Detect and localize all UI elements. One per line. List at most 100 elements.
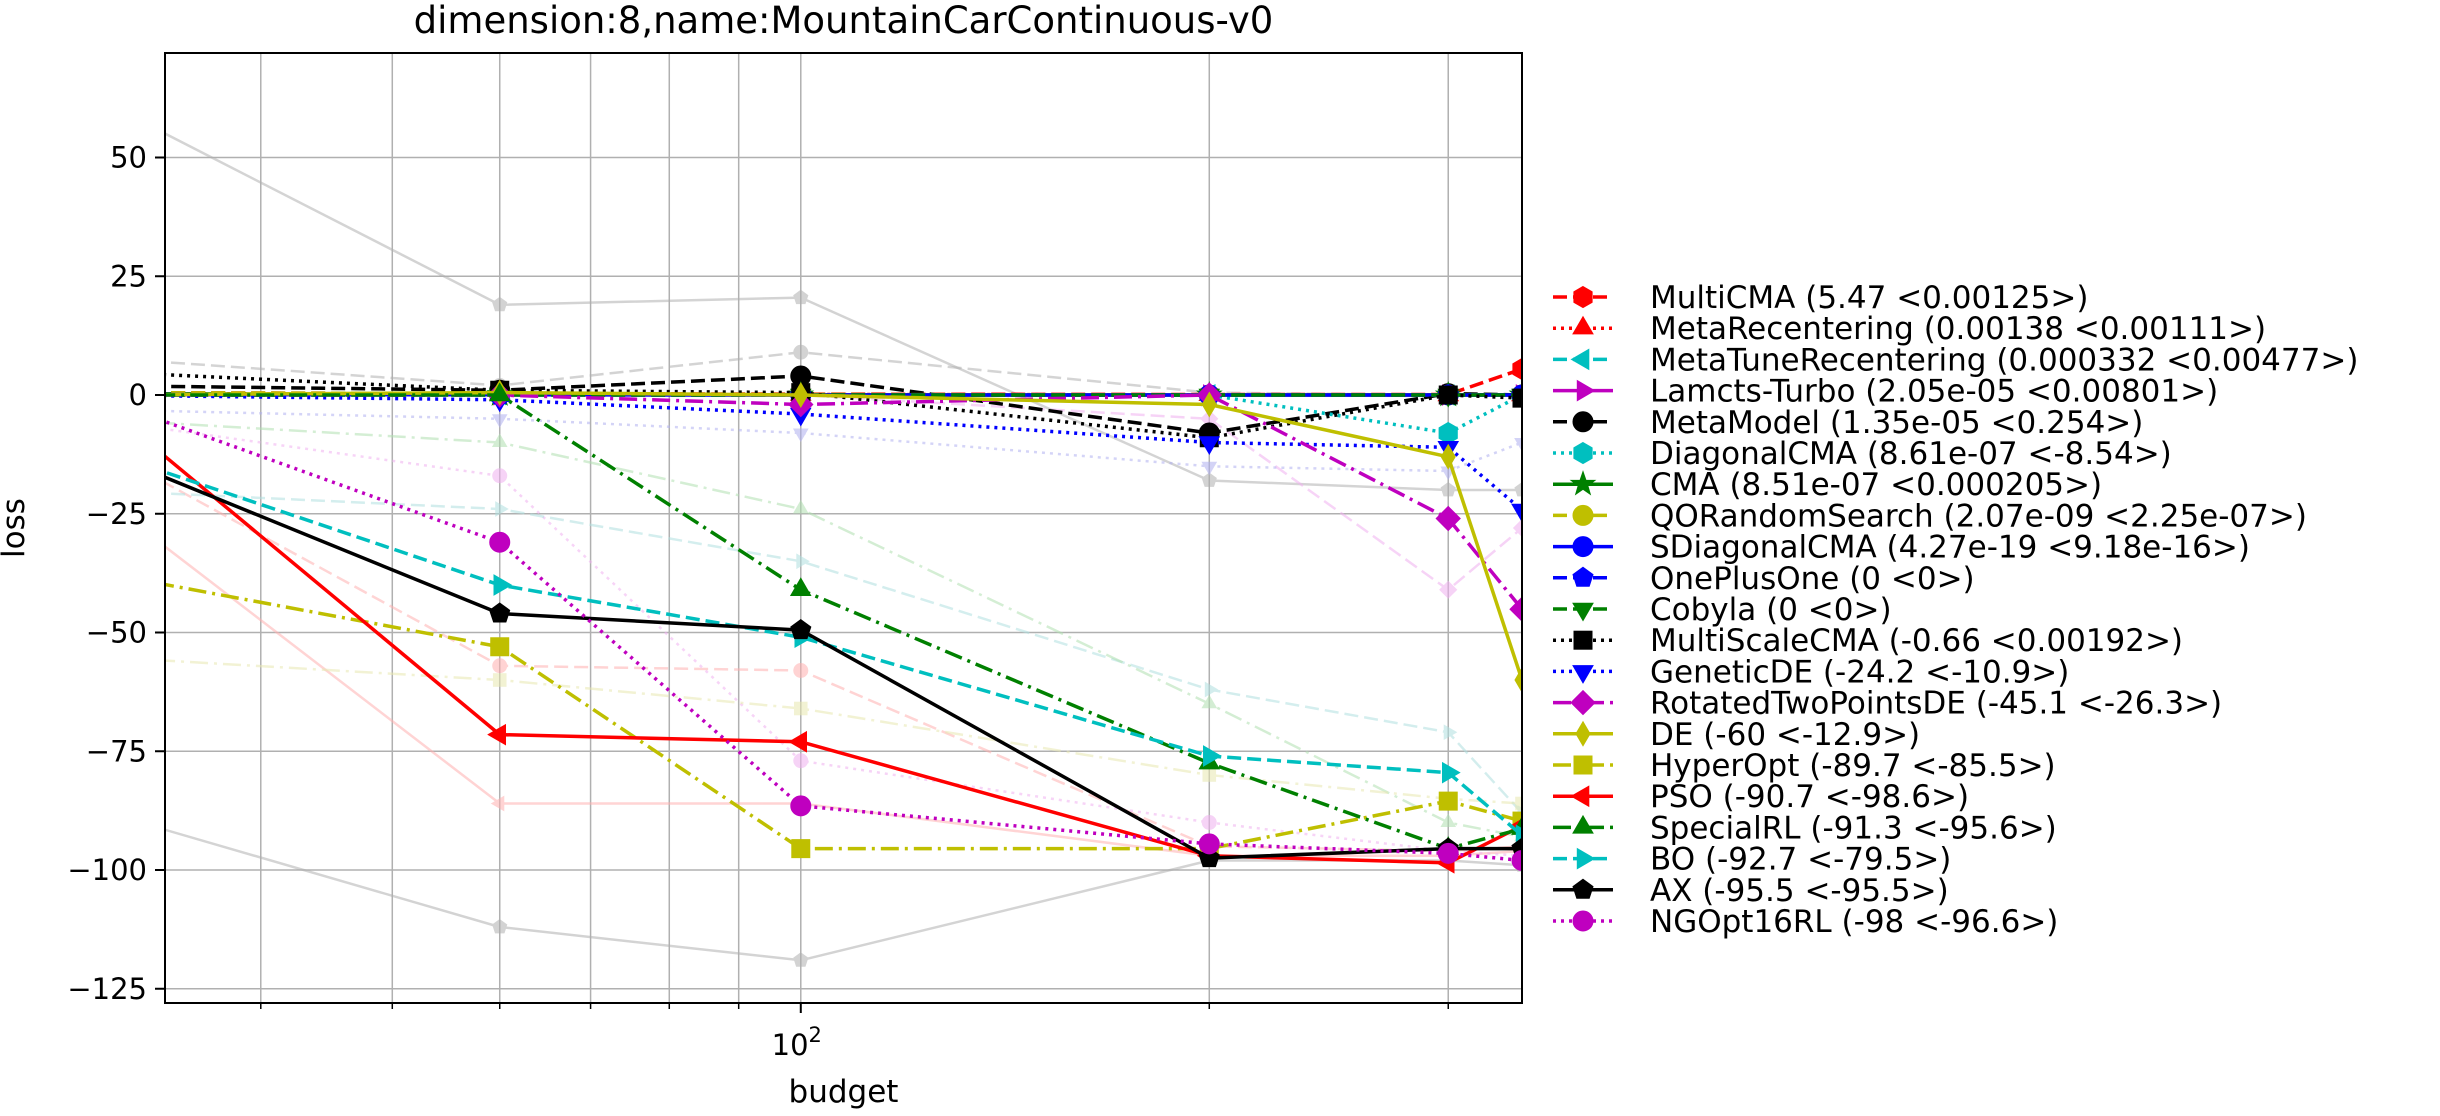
y-tick-label: −125 [67,972,147,1006]
y-tick-label: 0 [129,378,147,412]
legend-marker [1573,285,1593,309]
x-axis-label: budget [789,1074,899,1110]
data-point [1203,745,1222,767]
legend-label: MultiCMA (5.47 <0.00125>) [1650,280,2088,316]
legend-marker [1572,411,1594,433]
data-point [789,577,812,596]
data-point [1514,481,1522,497]
data-point [1198,436,1221,455]
legend-label: OnePlusOne (0 <0>) [1650,561,1975,597]
series-line [165,492,1522,814]
data-point [788,730,807,753]
legend-label: MetaModel (1.35e-05 <0.254>) [1650,405,2143,441]
data-point [489,531,511,553]
y-tick-label: −100 [67,853,147,887]
data-point [1201,472,1217,487]
legend-item: OnePlusOne (0 <0>) [1553,561,1975,597]
legend-item: AX (-95.5 <-95.5>) [1553,873,1949,909]
data-point [1509,596,1522,622]
data-point [1198,833,1220,855]
data-point [793,663,809,678]
data-point [1201,815,1217,830]
legend-marker [1572,878,1594,899]
data-point [1438,421,1458,445]
legend-label: HyperOpt (-89.7 <-85.5>) [1650,748,2056,784]
data-point [488,382,511,402]
data-point [1435,505,1461,532]
legend-marker [1576,379,1596,402]
data-point [793,289,809,305]
y-tick-label: −25 [86,497,147,531]
data-point [495,501,509,517]
data-point [1442,761,1461,784]
legend-marker [1573,630,1593,650]
series-line [165,427,1522,858]
series-line [165,475,1522,860]
legend-marker [1572,814,1594,834]
legend-marker [1572,665,1594,684]
legend-item: MetaModel (1.35e-05 <0.254>) [1553,405,2143,441]
plot-grid [165,53,1522,1003]
legend-label: MetaTuneRecentering (0.000332 <0.00477>) [1650,342,2358,378]
background-series-line [165,492,1522,821]
legend-item: QORandomSearch (2.07e-09 <2.25e-07>) [1553,498,2307,534]
data-point [490,637,510,657]
legend-label: BO (-92.7 <-79.5>) [1650,842,1951,878]
legend-label: AX (-95.5 <-95.5>) [1650,873,1949,909]
legend-marker [1575,720,1591,747]
legend-label: RotatedTwoPointsDE (-45.1 <-26.3>) [1650,686,2222,722]
legend-marker [1570,348,1590,371]
series-line [165,390,1522,681]
data-point [1439,580,1458,599]
data-point [487,723,506,746]
legend-marker [1569,470,1597,496]
data-point [1440,481,1456,497]
legend-label: SpecialRL (-91.3 <-95.6>) [1650,810,2057,846]
data-point [1202,768,1217,782]
series-line [165,421,1522,839]
y-tick-label: 50 [110,141,147,175]
legend-marker [1570,785,1590,808]
legend-marker [1573,755,1593,775]
legend-marker [1572,910,1594,932]
data-point [1438,385,1458,405]
data-point [492,296,508,312]
data-point [491,433,508,447]
y-tick-label: 25 [110,259,147,293]
legend-item: MultiCMA (5.47 <0.00125>) [1553,280,2088,316]
data-point [1514,667,1522,693]
legend-item: MultiScaleCMA (-0.66 <0.00192>) [1553,623,2183,659]
legend-label: QORandomSearch (2.07e-09 <2.25e-07>) [1650,498,2307,534]
legend-marker [1576,847,1596,870]
series-line [165,409,1522,473]
data-point [1511,503,1522,523]
x-tick-label: 102 [772,1023,822,1062]
series-line [165,582,1522,851]
legend-item: DiagonalCMA (8.61e-07 <-8.54>) [1553,436,2172,472]
data-point [793,382,809,408]
legend-marker [1570,689,1596,716]
data-point [1443,724,1458,741]
chart-title: dimension:8,name:MountainCarContinuous-v… [414,0,1274,42]
legend-item: NGOpt16RL (-98 <-96.6>) [1553,904,2058,940]
data-point [1437,842,1459,864]
legend-item: DE (-60 <-12.9>) [1553,717,1920,753]
data-point [493,574,513,596]
data-point [1512,811,1522,831]
data-point [1440,443,1456,470]
y-axis-label: loss [0,498,32,558]
legend-item: GeneticDE (-24.2 <-10.9>) [1553,654,2069,690]
data-point [1440,813,1457,827]
legend-label: DE (-60 <-12.9>) [1650,717,1920,753]
legend-item: HyperOpt (-89.7 <-85.5>) [1553,748,2056,784]
legend-label: Lamcts-Turbo (2.05e-05 <0.00801>) [1650,374,2218,410]
legend-marker [1572,536,1594,558]
legend-label: NGOpt16RL (-98 <-96.6>) [1650,904,2058,940]
legend-item: SDiagonalCMA (4.27e-19 <9.18e-16>) [1553,530,2250,566]
plot-frame [164,52,1523,1004]
data-point [1438,791,1458,811]
data-point [792,499,809,514]
data-point [790,795,812,817]
legend-marker [1572,315,1594,335]
